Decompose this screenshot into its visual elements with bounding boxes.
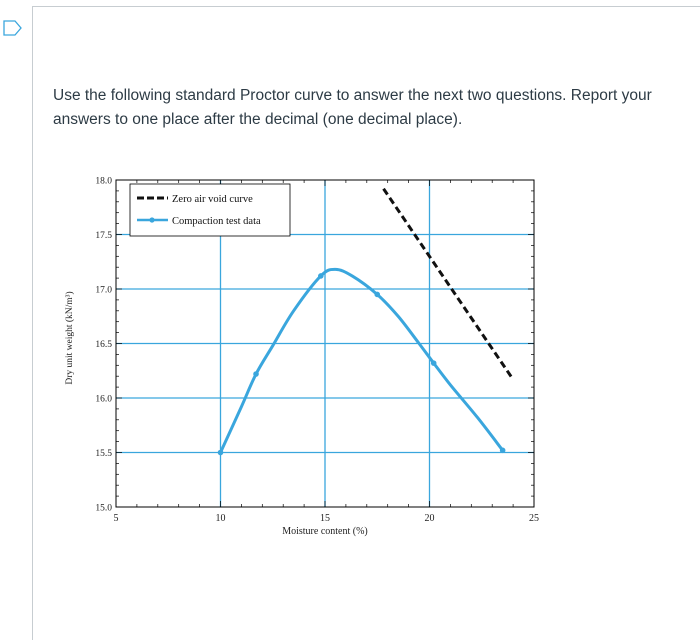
y-tick-label: 17.0 <box>95 286 112 296</box>
y-tick-label: 16.0 <box>95 395 112 405</box>
x-axis-label: Moisture content (%) <box>282 526 368 537</box>
compaction-data-point <box>253 371 259 377</box>
x-tick-label: 20 <box>425 513 435 524</box>
legend-label-zero-air-void: Zero air void curve <box>172 194 253 205</box>
question-top-border <box>32 6 700 7</box>
legend: Zero air void curve Compaction test data <box>129 183 291 237</box>
compaction-data-point <box>318 273 324 279</box>
question-left-border <box>32 6 33 640</box>
series-layer <box>217 187 515 456</box>
legend-label-compaction: Compaction test data <box>172 216 261 227</box>
compaction-data-point <box>217 449 224 456</box>
x-tick-label: 5 <box>114 513 119 524</box>
y-axis-label: Dry unit weight (kN/m³) <box>64 291 75 384</box>
compaction-data-point <box>374 291 381 298</box>
y-tick-label: 17.5 <box>95 231 112 241</box>
question-text: Use the following standard Proctor curve… <box>53 87 652 128</box>
bookmark-flag-icon[interactable] <box>3 20 23 36</box>
x-tick-labels: 5 10 15 20 25 <box>114 513 540 524</box>
x-tick-label: 10 <box>216 513 226 524</box>
chart-grid <box>116 180 534 507</box>
x-tick-label: 15 <box>320 513 330 524</box>
y-tick-label: 18.0 <box>95 177 112 187</box>
y-tick-labels: 15.0 15.5 16.0 16.5 17.0 17.5 18.0 <box>95 177 112 514</box>
y-tick-label: 15.5 <box>95 449 112 459</box>
compaction-data-point <box>430 360 437 366</box>
zero-air-void-curve <box>382 187 515 381</box>
legend-marker-sample <box>149 217 155 223</box>
y-tick-label: 15.0 <box>95 504 112 514</box>
compaction-curve <box>219 267 504 454</box>
legend-box <box>129 183 291 237</box>
compaction-data-point <box>499 447 506 454</box>
proctor-chart: 15.0 15.5 16.0 16.5 17.0 17.5 18.0 5 10 15 20 25 D… <box>64 177 540 538</box>
x-tick-label: 25 <box>529 513 539 524</box>
y-tick-label: 16.5 <box>95 340 112 350</box>
chart-ticks <box>115 179 535 508</box>
